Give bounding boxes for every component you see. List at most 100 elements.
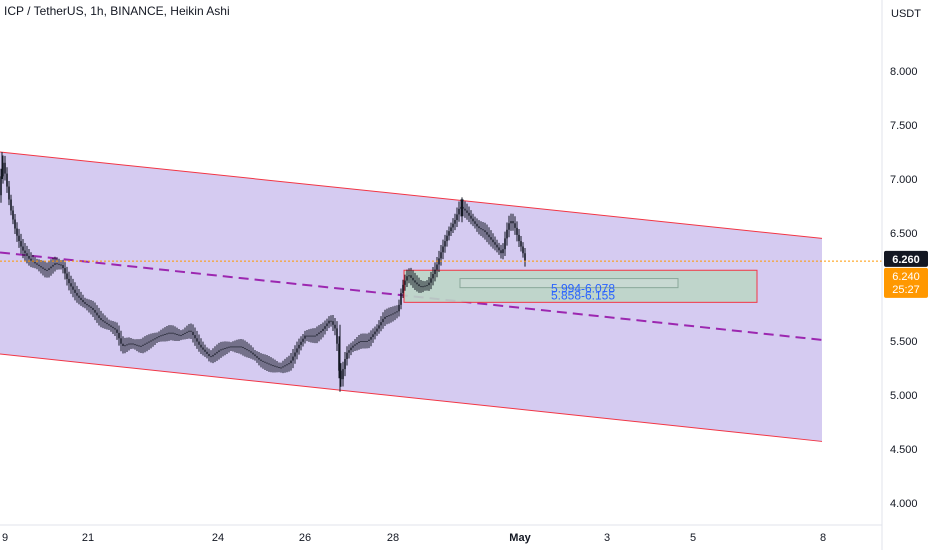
candle-body [104, 321, 106, 323]
candle [286, 357, 288, 373]
candle-body [520, 241, 522, 247]
candle-body [38, 264, 40, 267]
candle [494, 236, 496, 251]
candle [434, 262, 436, 282]
candle [40, 259, 42, 274]
candle [330, 315, 332, 327]
candle-body [202, 347, 204, 350]
candle-body [316, 334, 318, 336]
candle [92, 300, 94, 318]
candle [508, 215, 510, 238]
candle [462, 199, 464, 217]
candle [210, 350, 212, 363]
candle-body [192, 331, 194, 336]
candle-body [36, 263, 38, 265]
candle [62, 259, 64, 274]
candle [420, 279, 422, 293]
candle [196, 330, 198, 349]
candle-body [478, 226, 480, 229]
candle [354, 339, 356, 352]
candle-body [416, 282, 418, 285]
candle [180, 330, 182, 341]
candle-body [286, 364, 288, 366]
candle [478, 220, 480, 235]
candle-body [436, 264, 438, 270]
candle-body [518, 234, 520, 242]
candle-body [304, 335, 306, 339]
candle-body [292, 356, 294, 361]
candle [496, 239, 498, 253]
candle [88, 299, 90, 313]
candle [476, 218, 478, 232]
candle-body [348, 350, 350, 353]
candle-body [296, 348, 298, 353]
candle [70, 275, 72, 294]
candle-body [342, 369, 344, 380]
candle [412, 270, 414, 288]
candle [274, 359, 276, 373]
candle [316, 326, 318, 344]
candle-body [326, 323, 328, 327]
candle [90, 300, 92, 315]
candle-body [308, 335, 310, 337]
candle-body [498, 247, 500, 251]
candle [338, 336, 340, 379]
candle [154, 332, 156, 345]
candle-body [106, 322, 108, 325]
candle-body [90, 306, 92, 308]
candle [72, 278, 74, 298]
candle [162, 328, 164, 342]
candle [520, 236, 522, 252]
candle [386, 308, 388, 325]
candle-body [282, 366, 284, 368]
candle-body [152, 339, 154, 341]
candle [212, 348, 214, 364]
candle [350, 342, 352, 356]
candle [360, 333, 362, 349]
candle [124, 337, 126, 354]
candle-body [514, 223, 516, 228]
candle-body [298, 344, 300, 349]
candle [392, 306, 394, 322]
x-tick-label: 9 [2, 532, 8, 544]
candle [150, 333, 152, 349]
candle-body [396, 311, 398, 313]
candle-body [214, 353, 216, 355]
candle [64, 262, 66, 280]
candle-body [170, 332, 172, 334]
candle-body [164, 333, 166, 335]
candle [20, 233, 22, 254]
candle-body [96, 312, 98, 316]
channel-lower-line [0, 353, 823, 442]
candle [108, 319, 110, 330]
candle [122, 336, 124, 354]
candle-body [78, 295, 80, 298]
candle-body [180, 335, 182, 337]
candle [514, 216, 516, 235]
candle [42, 260, 44, 276]
candle-body [220, 349, 222, 351]
candle [334, 317, 336, 336]
candle-body [60, 264, 62, 266]
candle [258, 352, 260, 366]
x-tick-label: 24 [212, 532, 224, 544]
candle-body [182, 333, 184, 336]
candle [480, 221, 482, 237]
candle [492, 233, 494, 249]
candle [290, 353, 292, 371]
y-tick-label: 5.500 [890, 336, 918, 348]
candle [74, 282, 76, 301]
candle-body [184, 332, 186, 334]
candle-body [222, 348, 224, 350]
zone-narrow [459, 278, 679, 289]
candle-body [234, 346, 236, 348]
candle [458, 201, 460, 222]
candle-body [124, 345, 126, 347]
candle [152, 333, 154, 347]
candle-body [364, 341, 366, 342]
candle [38, 259, 40, 272]
candle [226, 341, 228, 354]
candle-body [154, 338, 156, 340]
candle-body [92, 307, 94, 310]
